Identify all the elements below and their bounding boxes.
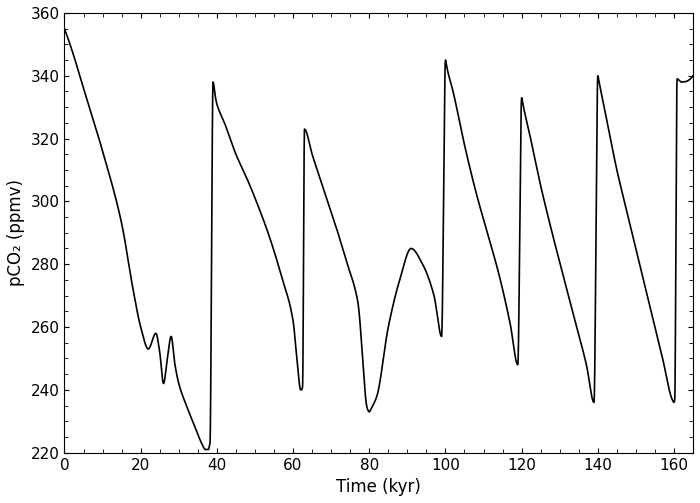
Y-axis label: pCO₂ (ppmv): pCO₂ (ppmv) [7, 179, 25, 286]
X-axis label: Time (kyr): Time (kyr) [336, 478, 421, 496]
